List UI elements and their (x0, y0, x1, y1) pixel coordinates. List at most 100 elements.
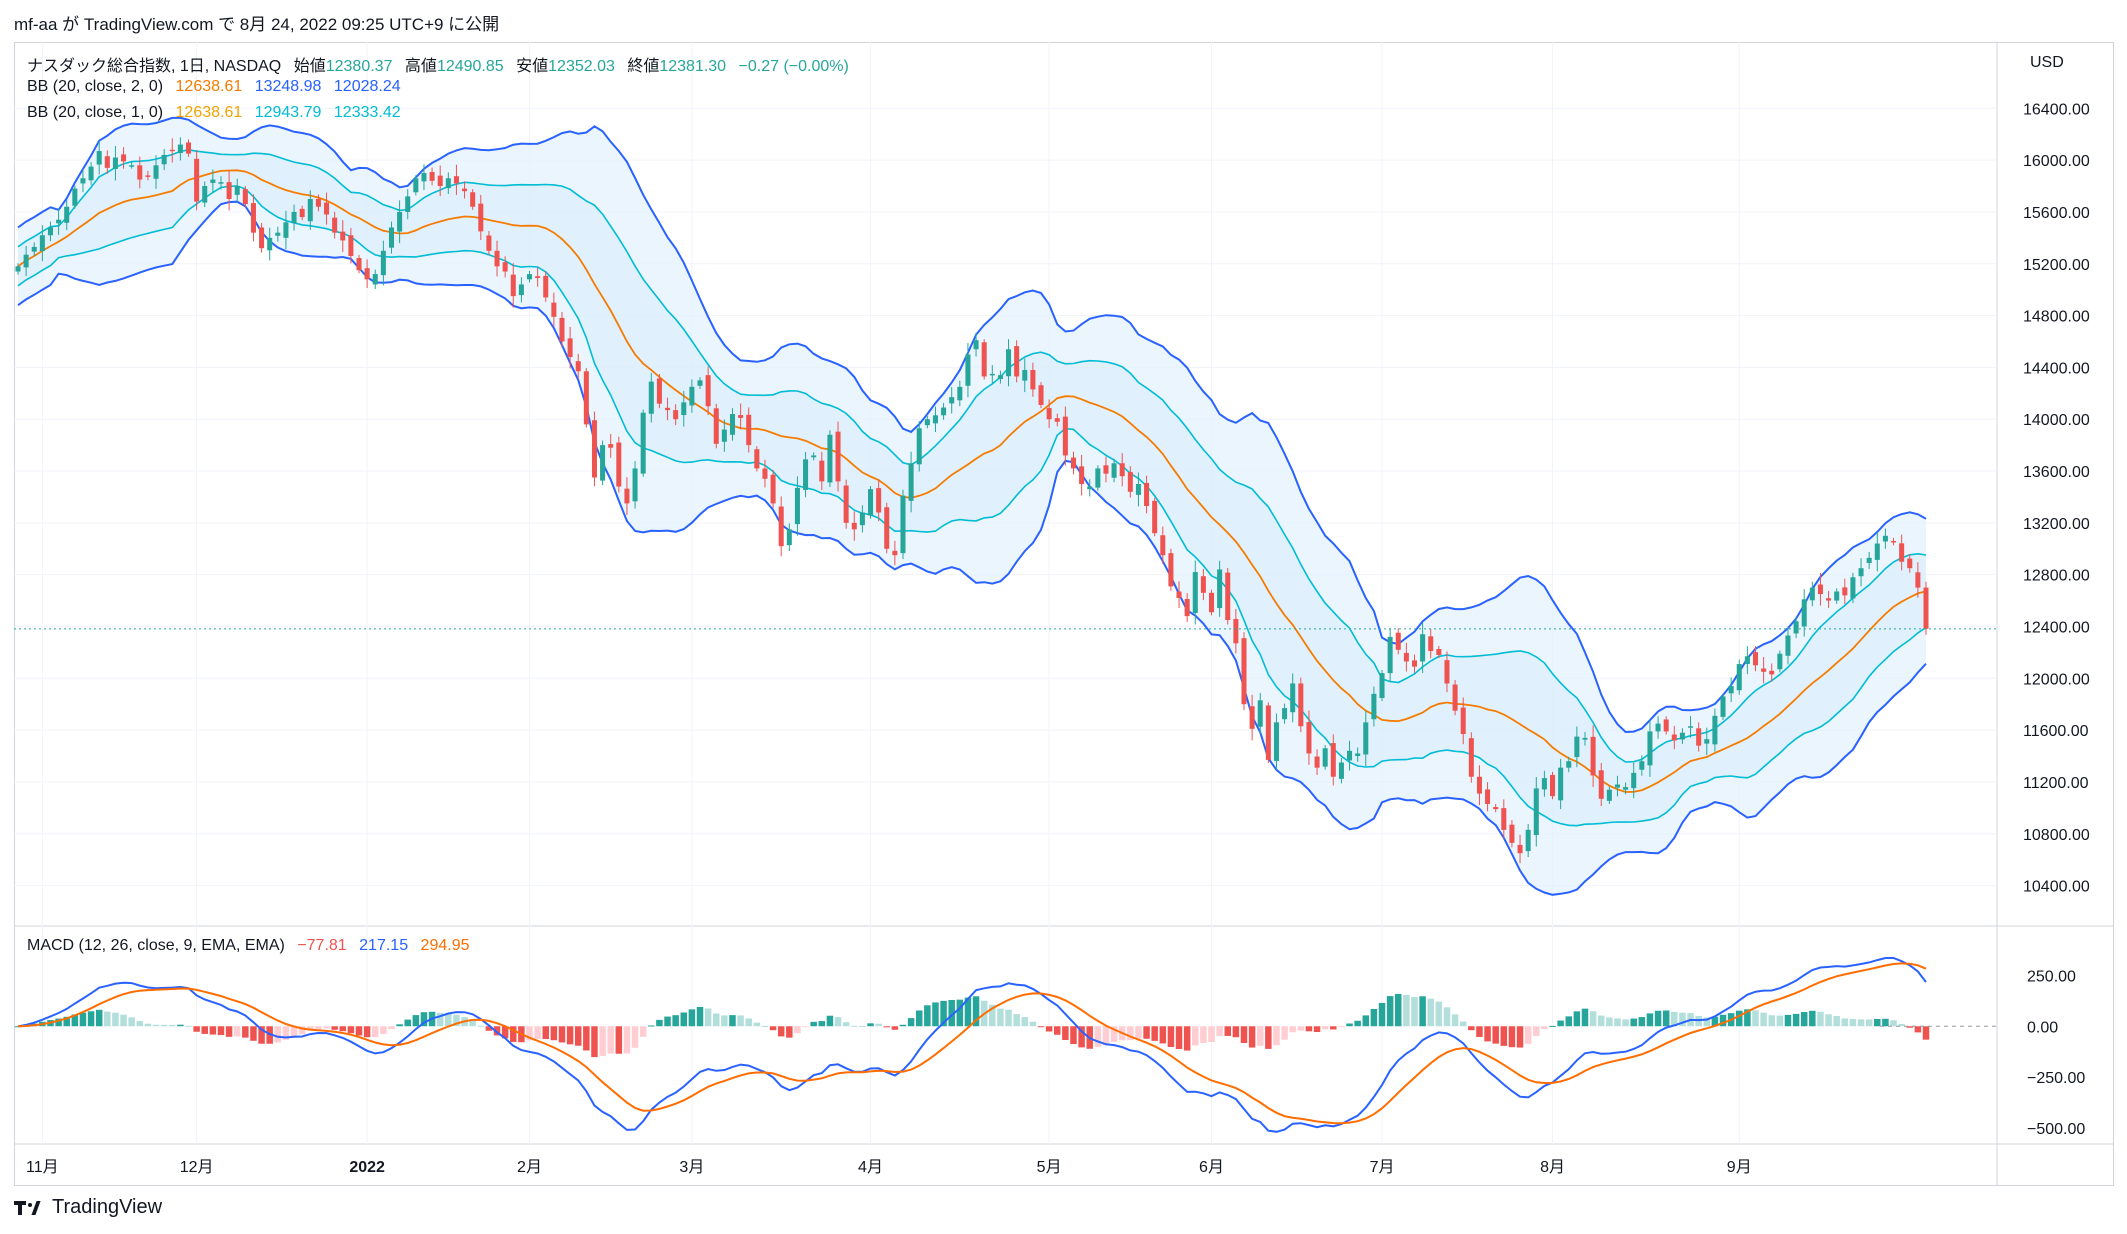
macd-histogram-bar (1492, 1026, 1499, 1044)
macd-histogram-bar (1459, 1021, 1467, 1027)
candle-body (1087, 486, 1093, 490)
macd-label: MACD (12, 26, close, 9, EMA, EMA) (27, 937, 285, 954)
macd-histogram-bar (1922, 1026, 1930, 1040)
macd-histogram-bar (1443, 1007, 1451, 1027)
open-value: 12380.37 (325, 58, 393, 75)
macd-line (17, 957, 1927, 1133)
macd-histogram-bar (363, 1026, 371, 1038)
candle-body (502, 262, 508, 272)
candle-body (340, 231, 346, 241)
macd-histogram-bar (420, 1012, 428, 1027)
macd-histogram-bar (1484, 1026, 1491, 1042)
macd-histogram-bar (1857, 1019, 1865, 1027)
macd-histogram-bar (323, 1026, 330, 1029)
macd-histogram-bar (1151, 1026, 1158, 1041)
candle-body (1485, 789, 1491, 804)
bb2-legend: BB (20, close, 2, 0) 12638.61 13248.98 1… (27, 78, 409, 96)
candle-body (226, 182, 232, 199)
candle-body (112, 157, 118, 169)
macd-histogram-bar (1898, 1024, 1905, 1027)
macd-histogram-bar (1265, 1026, 1272, 1049)
close-label: 終値 (627, 58, 660, 75)
candle-body (900, 495, 906, 554)
macd-histogram-bar (907, 1018, 915, 1027)
candle-body (64, 206, 70, 223)
candle-body (965, 354, 971, 386)
macd-histogram-bar (510, 1026, 517, 1042)
bb1-legend: BB (20, close, 1, 0) 12638.61 12943.79 1… (27, 104, 409, 122)
tradingview-footer[interactable]: TradingView (14, 1196, 162, 1219)
candle-body (1347, 750, 1353, 761)
macd-histogram-bar (1776, 1015, 1784, 1027)
candle-body (1509, 824, 1515, 843)
candle-body (1160, 535, 1166, 556)
candle-body (1363, 722, 1369, 755)
time-tick-label: 4月 (858, 1159, 883, 1176)
macd-histogram-bar (1362, 1015, 1370, 1027)
candle-body (543, 275, 549, 298)
macd-histogram-bar (1102, 1026, 1110, 1046)
candle-body (486, 235, 492, 251)
macd-histogram-bar (1809, 1010, 1816, 1027)
candle-body (518, 284, 524, 296)
macd-histogram-bar (371, 1026, 379, 1038)
candle-body (827, 434, 833, 483)
macd-histogram-bar (883, 1026, 890, 1028)
macd-histogram-bar (964, 997, 972, 1027)
candle-body (1022, 369, 1028, 381)
candle-body (1704, 739, 1710, 744)
candle-body (851, 522, 857, 530)
macd-histogram-bar (599, 1026, 606, 1056)
macd-histogram-bar (1094, 1026, 1102, 1047)
candle-body (1817, 584, 1823, 595)
candle-body (1899, 543, 1905, 562)
candle-body (1712, 715, 1718, 745)
macd-histogram-bar (112, 1012, 119, 1027)
candle-body (884, 507, 890, 549)
candle-body (210, 179, 216, 183)
macd-histogram-bar (1825, 1014, 1832, 1027)
macd-histogram-bar (1614, 1018, 1621, 1027)
time-tick-label: 2022 (349, 1159, 385, 1176)
candle-body (932, 415, 938, 424)
candle-body (1233, 618, 1239, 644)
bb-lower-2sd-line (17, 200, 1927, 896)
bb2-basis: 12638.61 (175, 78, 243, 95)
candle-body (1460, 707, 1466, 734)
candle-body (1744, 656, 1750, 665)
macd-histogram-bar (412, 1015, 420, 1027)
candle-body (1850, 577, 1856, 599)
macd-line-value: 217.15 (359, 937, 409, 954)
candle-body (1420, 634, 1426, 662)
macd-tick-label: −250.00 (2027, 1070, 2085, 1087)
candle-body (778, 506, 784, 547)
candle-body (1834, 591, 1840, 601)
macd-histogram-bar (1395, 993, 1402, 1027)
macd-histogram-bar (631, 1026, 639, 1048)
macd-histogram-bar (1330, 1026, 1337, 1030)
macd-histogram-bar (193, 1026, 200, 1032)
macd-histogram-bar (1711, 1016, 1719, 1027)
candle-body (648, 381, 654, 414)
macd-histogram-bar (14, 1026, 22, 1028)
macd-histogram-bar (1736, 1010, 1743, 1027)
macd-histogram-bar (688, 1009, 696, 1027)
macd-histogram-bar (534, 1026, 541, 1039)
candle-body (1915, 572, 1921, 588)
candle-body (1923, 587, 1929, 629)
macd-histogram-bar (144, 1023, 152, 1027)
macd-histogram-bar (209, 1026, 217, 1035)
candle-body (1761, 668, 1767, 672)
candle-body (705, 375, 711, 407)
macd-histogram-bar (258, 1026, 265, 1044)
macd-histogram-bar (1573, 1011, 1581, 1027)
candle-body (1298, 683, 1304, 727)
macd-histogram-bar (453, 1014, 460, 1027)
publish-line: mf-aa が TradingView.com で 8月 24, 2022 09… (14, 15, 500, 34)
candle-body (1030, 369, 1036, 390)
candle-body (1225, 572, 1231, 620)
macd-histogram-bar (802, 1026, 809, 1028)
macd-histogram-bar (290, 1026, 298, 1037)
macd-histogram-bar (899, 1024, 907, 1027)
